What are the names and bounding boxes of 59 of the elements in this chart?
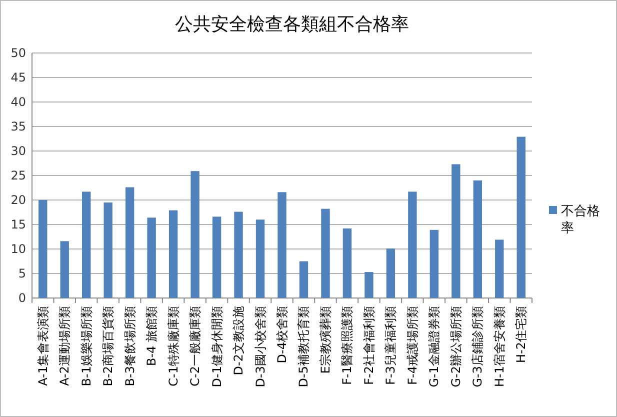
- bar: [321, 208, 330, 298]
- y-tick-label: 25: [10, 168, 26, 182]
- bar: [430, 230, 439, 298]
- bar: [190, 171, 200, 298]
- x-tick-label: F-2社會福利類: [362, 306, 376, 385]
- bar: [38, 200, 48, 298]
- bar: [147, 218, 156, 298]
- bar: [234, 212, 243, 298]
- x-tick-label: G-3店鋪診所類: [470, 306, 485, 388]
- bar: [278, 192, 286, 298]
- bar: [212, 216, 222, 298]
- bar: [168, 210, 178, 298]
- y-tick-label: 15: [10, 218, 26, 232]
- x-tick-label: B-4 旅館類: [144, 306, 159, 366]
- x-tick-label: F-1醫療照護類: [340, 306, 354, 385]
- x-tick-label: D-3國小校舍類: [253, 306, 268, 388]
- bar: [452, 164, 460, 298]
- bar: [60, 241, 69, 298]
- y-tick-label: 40: [10, 95, 26, 109]
- x-tick-label: A-2運動場所類: [58, 306, 72, 386]
- y-tick-label: 45: [10, 70, 26, 84]
- x-tick-label: B-1娛樂場所類: [79, 306, 94, 386]
- x-tick-label: E宗教殯葬類: [318, 306, 332, 374]
- bar: [473, 180, 482, 298]
- y-tick-label: 10: [10, 242, 26, 256]
- bar: [364, 272, 374, 298]
- bar: [386, 248, 396, 298]
- y-tick-label: 30: [10, 144, 26, 158]
- bar: [408, 192, 417, 298]
- bar: [299, 261, 308, 298]
- x-tick-label: D-5補教托育類: [296, 306, 311, 388]
- chart-title: 公共安全檢查各類組不合格率: [175, 14, 409, 35]
- x-tick-label: F-3兒童福利類: [384, 306, 398, 385]
- y-tick-label: 5: [18, 266, 26, 280]
- bar: [256, 220, 265, 298]
- bar: [125, 187, 134, 298]
- x-tick-label: G-1金融證券類: [427, 306, 442, 388]
- x-tick-label: B-2商場百貨類: [101, 306, 116, 386]
- x-tick-label: D-1健身休閒類: [210, 306, 224, 388]
- x-tick-label: C-2一般廠庫類: [188, 306, 202, 386]
- y-tick-label: 0: [18, 291, 26, 305]
- x-tick-label: F-4戒護場所類: [405, 306, 420, 385]
- x-tick-label: H-1宿舍安養類: [492, 306, 506, 387]
- bar: [104, 202, 112, 298]
- bar: [516, 136, 526, 298]
- y-tick-label: 50: [10, 46, 26, 60]
- x-tick-label: H-2住宅類: [514, 306, 528, 363]
- x-tick-label: A-1集會表演類: [36, 306, 50, 386]
- x-tick-label: D-2文教設施: [232, 306, 246, 376]
- y-tick-label: 20: [10, 193, 26, 207]
- bar: [82, 192, 91, 298]
- x-tick-label: B-3餐飲場所類: [122, 306, 137, 386]
- bar: [495, 240, 504, 298]
- bar: [342, 228, 352, 298]
- legend-label: 不合格率: [561, 204, 600, 236]
- y-tick-label: 35: [10, 120, 26, 134]
- x-tick-label: G-2辦公場所類: [448, 306, 463, 388]
- x-tick-label: C-1特殊廠庫類: [166, 306, 180, 386]
- x-tick-label: D-4校舍類: [275, 306, 289, 364]
